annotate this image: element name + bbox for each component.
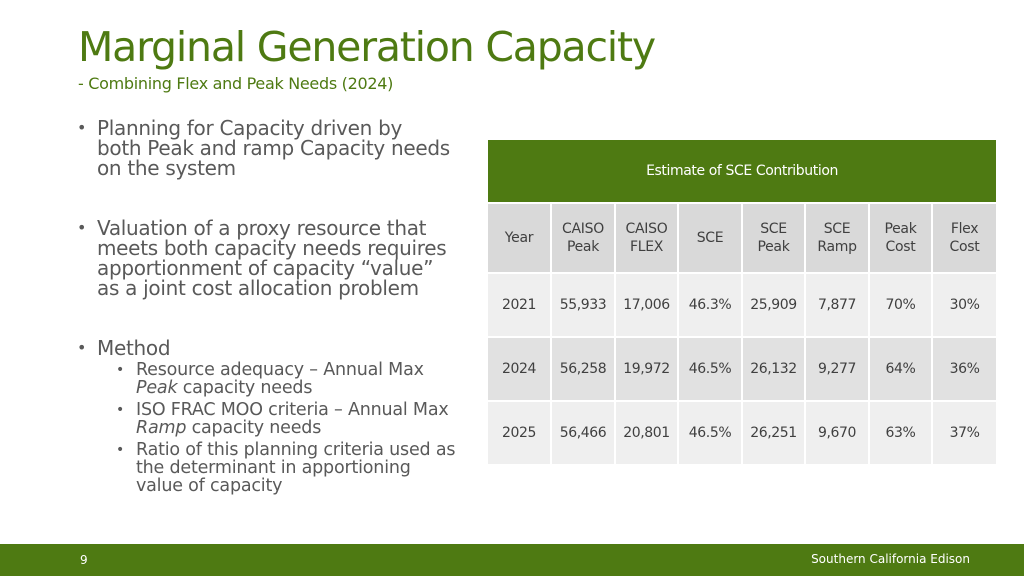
table-cell: 55,933 [551, 273, 616, 338]
company-name: Southern California Edison [811, 552, 970, 566]
column-header-peak-cost: Peak Cost [869, 203, 933, 274]
table-cell: 17,006 [615, 273, 679, 338]
sce-contribution-table: Estimate of SCE Contribution Year CAISO P… [488, 140, 997, 466]
table-cell: 46.5% [678, 401, 743, 466]
bullet-list: • Planning for Capacity driven by both P… [75, 118, 475, 495]
table-cell: 20,801 [615, 401, 679, 466]
header-line: FLEX [629, 239, 664, 255]
bullet-line: value of capacity [136, 476, 283, 496]
bullet-line: Valuation of a proxy resource that [97, 216, 427, 240]
table-row: 2025 56,466 20,801 46.5% 26,251 9,670 63… [488, 401, 997, 466]
table-row: 2024 56,258 19,972 46.5% 26,132 9,277 64… [488, 337, 997, 402]
table-cell: 25,909 [742, 273, 806, 338]
bullet-valuation: • Valuation of a proxy resource that mee… [75, 218, 475, 298]
footer-bar: 9 Southern California Edison [0, 544, 1024, 576]
header-line: Peak [884, 221, 917, 237]
table-cell: 9,277 [805, 337, 870, 402]
header-line: CAISO [625, 221, 668, 237]
bullet-line: Planning for Capacity driven by [97, 116, 403, 140]
bullet-line: Peak capacity needs [136, 379, 475, 397]
table-cell: 46.3% [678, 273, 743, 338]
sub-bullet-resource-adequacy: • Resource adequacy – Annual Max Peak ca… [75, 361, 475, 397]
sub-bullet-dot-icon: • [116, 362, 125, 378]
column-header-caiso-peak: CAISO Peak [551, 203, 616, 274]
sub-bullet-dot-icon: • [116, 402, 125, 418]
header-line: SCE [823, 221, 851, 237]
bullet-line: on the system [97, 156, 236, 180]
bullet-method: • Method [75, 338, 475, 358]
header-line: Peak [757, 239, 790, 255]
table-row: 2021 55,933 17,006 46.3% 25,909 7,877 70… [488, 273, 997, 338]
column-header-sce-ramp: SCE Ramp [805, 203, 870, 274]
page-number: 9 [80, 553, 88, 567]
column-header-flex-cost: Flex Cost [932, 203, 997, 274]
header-line: Flex [950, 221, 979, 237]
slide-title: Marginal Generation Capacity [78, 23, 656, 71]
table-cell: 56,258 [551, 337, 616, 402]
column-header-year: Year [488, 203, 552, 274]
header-line: CAISO [562, 221, 604, 237]
table-cell: 30% [932, 273, 997, 338]
bullet-dot-icon: • [77, 338, 87, 357]
column-header-sce: SCE [678, 203, 743, 274]
header-line: Ramp [817, 239, 857, 255]
table-cell: 64% [869, 337, 933, 402]
bullet-dot-icon: • [77, 118, 87, 137]
table-cell: 63% [869, 401, 933, 466]
table-cell: 2025 [488, 401, 552, 466]
column-header-sce-peak: SCE Peak [742, 203, 806, 274]
bullet-line: Resource adequacy – Annual Max [136, 360, 424, 380]
table-cell: 26,132 [742, 337, 806, 402]
bullet-dot-icon: • [77, 218, 87, 237]
bullet-line: the determinant in apportioning [136, 458, 411, 478]
header-line: Cost [885, 239, 916, 255]
header-line: SCE [696, 230, 724, 246]
bullet-line: both Peak and ramp Capacity needs [97, 136, 450, 160]
bullet-line: Ratio of this planning criteria used as [136, 440, 456, 460]
header-line: SCE [760, 221, 787, 237]
column-header-caiso-flex: CAISO FLEX [615, 203, 679, 274]
bullet-line-rest: capacity needs [177, 378, 313, 398]
sub-bullet-iso-frac: • ISO FRAC MOO criteria – Annual Max Ram… [75, 401, 475, 437]
table-cell: 9,670 [805, 401, 870, 466]
table-cell: 26,251 [742, 401, 806, 466]
table-cell: 7,877 [805, 273, 870, 338]
table-header-row: Year CAISO Peak CAISO FLEX SCE SCE Peak SCE… [488, 203, 997, 274]
table-cell: 2021 [488, 273, 552, 338]
emphasis-ramp: Ramp [136, 418, 187, 438]
bullet-line: apportionment of capacity “value” [97, 256, 434, 280]
header-line: Cost [949, 239, 980, 255]
table-caption: Estimate of SCE Contribution [488, 140, 997, 204]
slide-subtitle: - Combining Flex and Peak Needs (2024) [78, 74, 394, 93]
table-cell: 19,972 [615, 337, 679, 402]
table-cell: 36% [932, 337, 997, 402]
bullet-line: Method [97, 336, 171, 360]
header-line: Year [504, 230, 534, 246]
table-cell: 56,466 [551, 401, 616, 466]
bullet-line: Ramp capacity needs [136, 419, 475, 437]
table-cell: 46.5% [678, 337, 743, 402]
bullet-line: meets both capacity needs requires [97, 236, 447, 260]
sub-bullet-ratio: • Ratio of this planning criteria used a… [75, 441, 475, 495]
sub-bullet-dot-icon: • [116, 442, 125, 458]
header-line: Peak [566, 239, 600, 255]
bullet-planning: • Planning for Capacity driven by both P… [75, 118, 475, 178]
emphasis-peak: Peak [136, 378, 178, 398]
bullet-line-rest: capacity needs [186, 418, 322, 438]
bullet-line: as a joint cost allocation problem [97, 276, 419, 300]
table-cell: 70% [869, 273, 933, 338]
bullet-line: ISO FRAC MOO criteria – Annual Max [136, 400, 449, 420]
table-cell: 37% [932, 401, 997, 466]
table-cell: 2024 [488, 337, 552, 402]
